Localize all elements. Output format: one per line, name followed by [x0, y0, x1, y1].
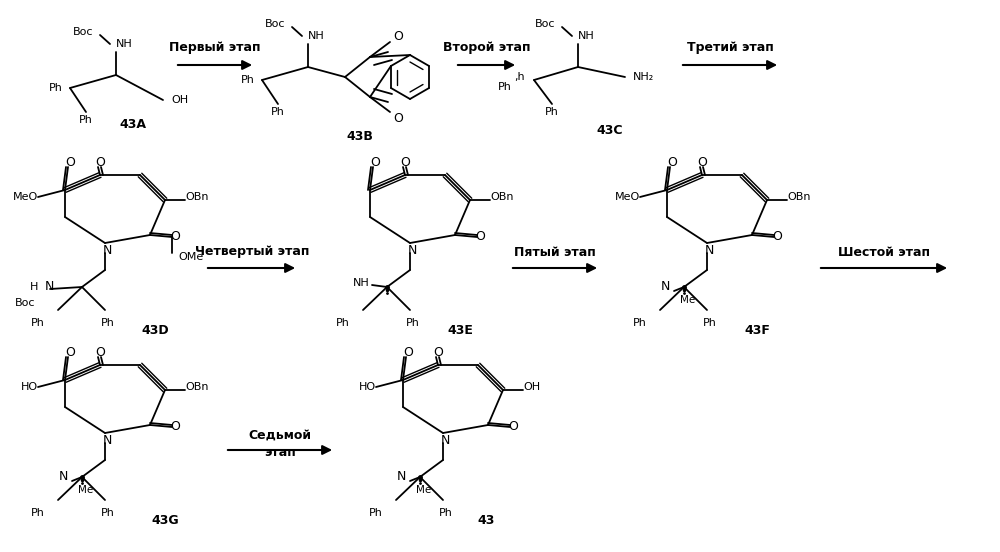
Text: Ph: Ph — [241, 75, 255, 85]
Text: этап: этап — [264, 445, 296, 459]
Text: 43: 43 — [477, 513, 495, 527]
Text: NH₂: NH₂ — [633, 72, 654, 82]
Text: Me: Me — [416, 485, 431, 495]
Text: O: O — [65, 157, 75, 169]
Text: Ph: Ph — [406, 318, 420, 328]
Text: O: O — [667, 157, 677, 169]
Text: 43D: 43D — [141, 323, 169, 337]
Text: MeO: MeO — [615, 192, 640, 202]
Text: N: N — [407, 245, 417, 257]
Text: Седьмой: Седьмой — [248, 428, 312, 442]
Text: Boc: Boc — [73, 27, 94, 37]
Text: Ph: Ph — [369, 508, 383, 518]
Text: OH: OH — [171, 95, 188, 105]
Text: Ph: Ph — [439, 508, 453, 518]
Text: OH: OH — [523, 382, 540, 392]
Text: H: H — [30, 282, 38, 292]
Text: Boc: Boc — [535, 19, 556, 29]
Text: Третий этап: Третий этап — [687, 41, 773, 55]
Text: O: O — [393, 112, 403, 125]
Text: Шестой этап: Шестой этап — [838, 246, 930, 258]
Text: NH: NH — [116, 39, 133, 49]
Text: Ph: Ph — [101, 318, 115, 328]
Text: Ph: Ph — [101, 508, 115, 518]
Text: Второй этап: Второй этап — [443, 41, 531, 55]
Text: HO: HO — [21, 382, 38, 392]
Text: Ph: Ph — [31, 508, 45, 518]
Text: Первый этап: Первый этап — [169, 41, 261, 55]
Text: Me: Me — [78, 485, 93, 495]
Text: NH: NH — [578, 31, 595, 41]
Text: Ph: Ph — [633, 318, 647, 328]
Text: NH: NH — [353, 278, 370, 288]
Text: O: O — [697, 157, 707, 169]
Text: Ph: Ph — [49, 83, 63, 93]
Text: Ph: Ph — [31, 318, 45, 328]
Text: O: O — [508, 421, 518, 433]
Text: Ph: Ph — [336, 318, 350, 328]
Text: Четвертый этап: Четвертый этап — [195, 246, 309, 258]
Text: O: O — [393, 29, 403, 43]
Text: O: O — [475, 231, 485, 243]
Text: Ph: Ph — [545, 107, 559, 117]
Text: NH: NH — [308, 31, 325, 41]
Text: N: N — [397, 470, 406, 484]
Text: Ph: Ph — [79, 115, 93, 125]
Text: O: O — [400, 157, 410, 169]
Text: Boc: Boc — [265, 19, 286, 29]
Text: Ph: Ph — [271, 107, 285, 117]
Text: O: O — [370, 157, 380, 169]
Text: 43G: 43G — [151, 513, 179, 527]
Text: O: O — [170, 231, 180, 243]
Text: Ph: Ph — [703, 318, 717, 328]
Text: N: N — [661, 280, 670, 294]
Text: O: O — [170, 421, 180, 433]
Text: Ph: Ph — [498, 82, 512, 92]
Text: O: O — [95, 157, 105, 169]
Text: OBn: OBn — [787, 192, 810, 202]
Text: 43B: 43B — [347, 130, 373, 144]
Text: Boc: Boc — [15, 298, 35, 308]
Text: N: N — [59, 470, 68, 484]
Text: Me: Me — [680, 295, 695, 305]
Text: N: N — [102, 434, 112, 448]
Text: N: N — [45, 280, 54, 294]
Text: ,h: ,h — [514, 72, 525, 82]
Text: Пятый этап: Пятый этап — [514, 246, 596, 258]
Text: O: O — [772, 231, 782, 243]
Text: N: N — [704, 245, 714, 257]
Text: 43C: 43C — [597, 124, 623, 136]
Text: 43E: 43E — [447, 323, 473, 337]
Text: 43A: 43A — [120, 119, 146, 131]
Text: O: O — [433, 347, 443, 359]
Text: O: O — [403, 347, 413, 359]
Text: OMe: OMe — [178, 252, 203, 262]
Text: OBn: OBn — [185, 192, 208, 202]
Text: O: O — [95, 347, 105, 359]
Text: N: N — [102, 245, 112, 257]
Text: OBn: OBn — [490, 192, 514, 202]
Text: N: N — [440, 434, 450, 448]
Text: 43F: 43F — [744, 323, 770, 337]
Text: MeO: MeO — [13, 192, 38, 202]
Text: O: O — [65, 347, 75, 359]
Text: HO: HO — [359, 382, 376, 392]
Text: OBn: OBn — [185, 382, 208, 392]
